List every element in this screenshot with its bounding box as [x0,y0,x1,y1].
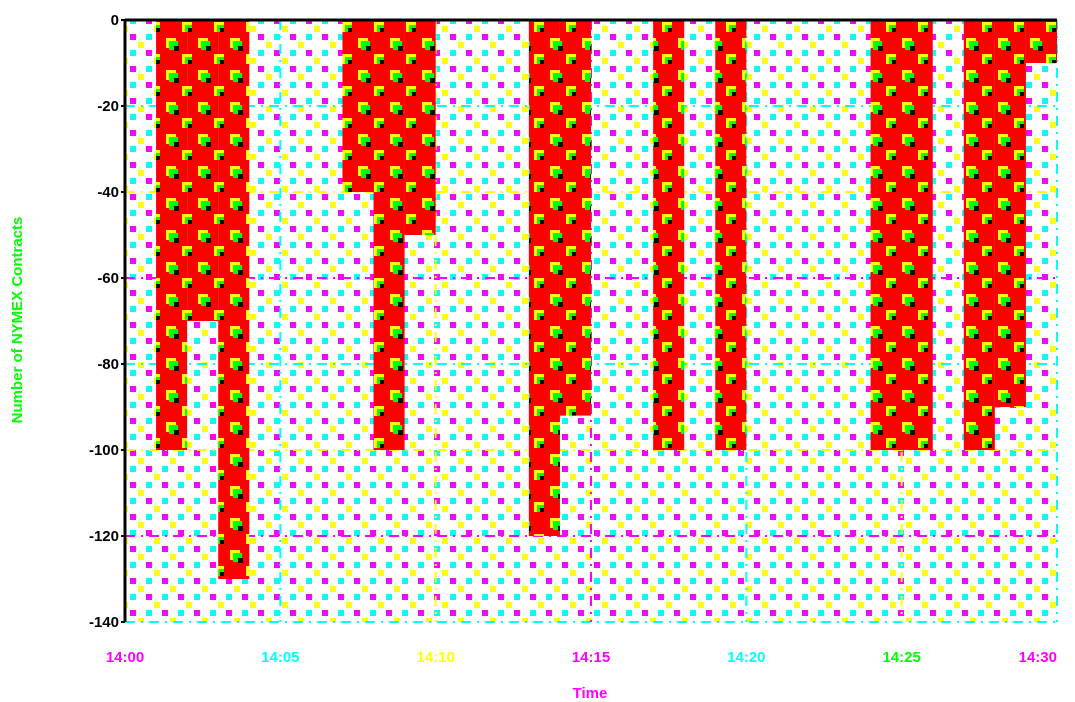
y-tick-label: -20 [97,98,119,115]
x-tick-label: 14:30 [1019,649,1057,666]
y-tick-label: 0 [111,12,119,29]
bar [994,20,1026,407]
x-tick-label: 14:00 [106,649,144,666]
bar [373,20,405,450]
bar [963,20,995,450]
bar [342,20,374,192]
x-axis-title: Time [573,685,608,702]
x-tick-label: 14:10 [416,649,454,666]
x-tick-label: 14:20 [727,649,765,666]
x-tick-label: 14:05 [261,649,299,666]
y-tick-label: -100 [89,442,119,459]
bar [187,20,219,321]
bar [218,20,250,579]
bars [156,20,1057,579]
y-axis-title: Number of NYMEX Contracts [9,217,26,424]
bar [404,20,436,235]
bar [559,20,591,416]
y-tick-label: -80 [97,356,119,373]
bar [528,20,560,536]
bar [653,20,685,450]
x-tick-label: 14:25 [882,649,920,666]
bar [870,20,933,450]
x-tick-label: 14:15 [572,649,610,666]
y-tick-label: -120 [89,528,119,545]
y-tick-label: -40 [97,184,119,201]
bar [1025,20,1057,63]
y-tick-label: -140 [89,614,119,631]
bar [156,20,188,450]
y-tick-label: -60 [97,270,119,287]
bar [715,20,747,450]
x-tick-labels: 14:00 14:05 14:10 14:15 14:20 14:25 14:30 [106,649,1057,666]
y-tick-labels: 0 -20 -40 -60 -80 -100 -120 -140 [89,12,125,631]
